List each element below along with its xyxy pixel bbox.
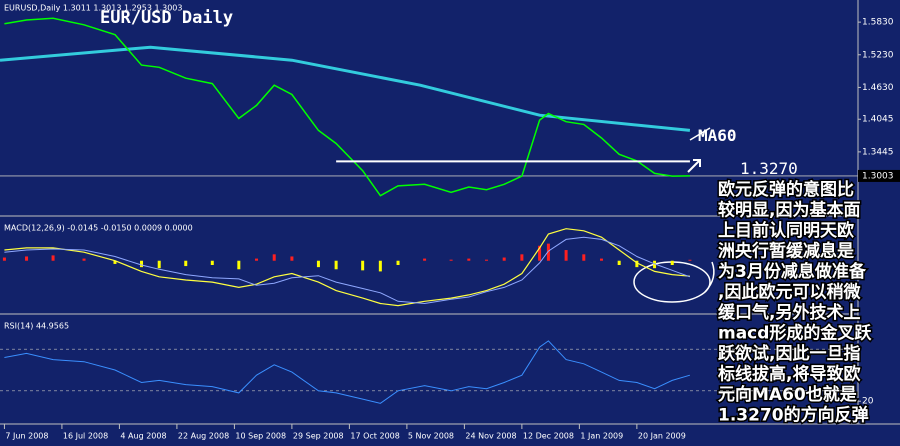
macd-bar: [564, 250, 568, 261]
macd-bar: [82, 258, 86, 261]
y-tick-label: 1.5830: [862, 18, 894, 28]
macd-bar: [688, 259, 692, 261]
annotation-line: 缓口气,另外技术上: [718, 302, 860, 323]
annotation-line: 为3月份减息做准备: [718, 261, 867, 282]
subtitle: MACD(12,26,9) -0.0145 -0.0150 0.0009 0.0…: [4, 224, 193, 233]
macd-bar: [520, 254, 524, 261]
macd-bar: [617, 260, 621, 265]
annotation-line: 较明显,因为基本面: [718, 200, 860, 221]
x-tick-label: 20 Jan 2009: [638, 432, 686, 441]
macd-bar: [2, 257, 6, 261]
macd-bar: [582, 254, 586, 261]
macd-bar: [184, 260, 188, 267]
macd-bar: [140, 260, 144, 268]
macd-bar: [670, 260, 674, 265]
macd-bar: [25, 256, 29, 261]
arrow: [687, 159, 701, 173]
annotation-line: 洲央行暂缓减息是: [718, 241, 854, 262]
x-tick-label: 24 Nov 2008: [465, 432, 516, 441]
y-tick-label: 1.5230: [862, 50, 894, 60]
macd-bar: [599, 258, 603, 261]
y-tick-label: 1.3445: [862, 147, 894, 157]
macd-bar: [51, 255, 55, 261]
x-tick-label: 7 Jun 2008: [5, 432, 48, 441]
macd-bar: [484, 259, 488, 261]
level-label: 1.3270: [740, 159, 798, 178]
x-tick-label: 17 Oct 2008: [350, 432, 399, 441]
x-tick-label: 29 Sep 2008: [293, 432, 344, 441]
y-tick-label: 1.4045: [862, 115, 894, 125]
macd-bar: [237, 260, 241, 270]
macd-bar: [378, 260, 382, 272]
macd-bar: [423, 258, 427, 261]
macd-bar: [290, 256, 294, 261]
signal-line: [4, 236, 691, 305]
macd-bar: [467, 258, 471, 261]
rsi-line: [4, 340, 691, 404]
ma60-label: MA60: [698, 126, 737, 145]
macd-bar: [334, 260, 338, 270]
x-tick-label: 5 Nov 2008: [408, 432, 454, 441]
x-tick-label: 1 Jan 2009: [580, 432, 623, 441]
macd-bar: [210, 260, 214, 265]
macd-bar: [538, 245, 542, 261]
current-price-label: 1.3003: [862, 171, 894, 181]
y-tick-label: 1.4630: [862, 83, 894, 93]
macd-bar: [449, 259, 453, 261]
subtitle: EURUSD,Daily 1.3011 1.3013 1.2953 1.3003: [4, 4, 183, 13]
macd-bar: [157, 260, 161, 269]
macd-bar: [546, 243, 550, 261]
arrow: [704, 261, 715, 293]
y-tick-label: 20: [862, 397, 874, 407]
annotation-line: 上目前认同明天欧: [718, 220, 854, 241]
macd-bar: [316, 260, 320, 268]
x-tick-label: 10 Sep 2008: [235, 432, 286, 441]
annotation-line: 1.3270的方向反弹: [718, 405, 869, 426]
macd-bar: [272, 254, 276, 261]
macd-bar: [113, 260, 117, 264]
x-tick-label: 16 Jul 2008: [63, 432, 108, 441]
x-tick-label: 4 Aug 2008: [120, 432, 166, 441]
x-tick-label: 12 Dec 2008: [523, 432, 574, 441]
ma60-line: [0, 45, 691, 132]
annotation-line: 元向MA60也就是: [718, 384, 857, 405]
annotation-line: ,因此欧元可以稍微: [718, 282, 861, 303]
macd-bar: [255, 258, 259, 261]
macd-bar: [502, 257, 506, 261]
macd-bar: [653, 260, 657, 269]
chart-title: EUR/USD Daily: [100, 8, 233, 28]
macd-line: [4, 228, 690, 307]
annotation-line: 欧元反弹的意图比: [718, 179, 854, 200]
price-line: [4, 17, 690, 197]
macd-bar: [635, 260, 639, 268]
macd-bar: [361, 260, 365, 271]
macd-bar: [396, 260, 400, 265]
subtitle: RSI(14) 44.9565: [4, 322, 69, 331]
arrow: [689, 127, 711, 141]
current-price-box: [858, 169, 900, 182]
annotation-line: 跃欲试,因此一旦指: [718, 343, 860, 364]
annotation-line: macd形成的金叉跃: [718, 323, 872, 344]
x-tick-label: 22 Aug 2008: [178, 432, 229, 441]
annotation-line: 标线拔高,将导致欧: [718, 364, 860, 385]
